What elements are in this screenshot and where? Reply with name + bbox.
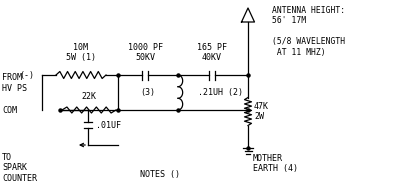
Text: 165 PF
40KV: 165 PF 40KV: [197, 43, 227, 62]
Text: .01UF: .01UF: [96, 121, 121, 130]
Text: COM: COM: [2, 105, 17, 114]
Text: NOTES (): NOTES (): [140, 171, 180, 180]
Text: (3): (3): [141, 88, 156, 97]
Text: 22K: 22K: [81, 92, 96, 101]
Text: TO
SPARK
COUNTER: TO SPARK COUNTER: [2, 153, 37, 183]
Text: 10M
5W (1): 10M 5W (1): [66, 43, 96, 62]
Text: MOTHER
EARTH (4): MOTHER EARTH (4): [253, 154, 298, 173]
Text: .21UH (2): .21UH (2): [198, 88, 243, 97]
Text: 47K
2W: 47K 2W: [254, 102, 269, 121]
Text: FROM
HV PS: FROM HV PS: [2, 73, 27, 93]
Text: ANTENNA HEIGHT:
56' 17M

(5/8 WAVELENGTH
 AT 11 MHZ): ANTENNA HEIGHT: 56' 17M (5/8 WAVELENGTH …: [272, 6, 345, 57]
Text: (-): (-): [19, 71, 34, 80]
Text: 1000 PF
50KV: 1000 PF 50KV: [128, 43, 162, 62]
